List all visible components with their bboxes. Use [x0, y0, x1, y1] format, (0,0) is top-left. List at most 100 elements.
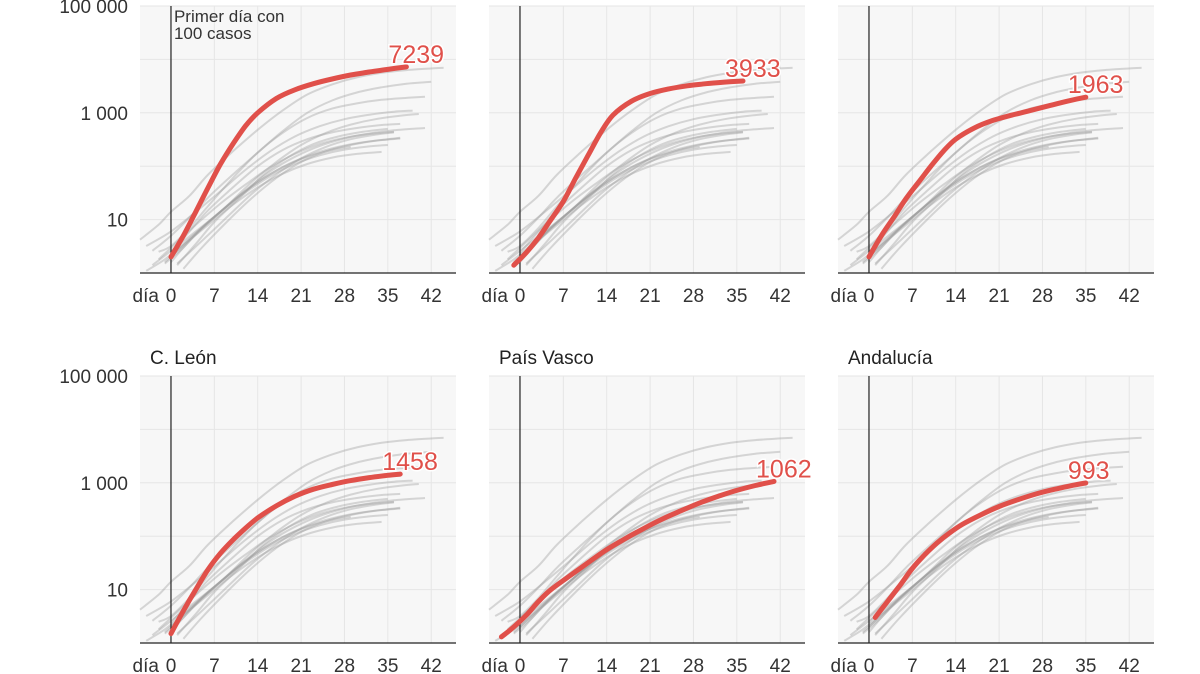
annotation-first-day: Primer día con 100 casos: [174, 7, 285, 43]
panel-3: 1963 0 7 14 21 28 35 42 día: [831, 5, 1154, 307]
panel-title: País Vasco: [499, 348, 594, 369]
background-line-15: [145, 515, 351, 642]
x-tick-label: 7: [558, 286, 569, 307]
background-line-11: [151, 514, 388, 636]
x-tick-label: 14: [247, 656, 269, 674]
x-tick-label: 14: [247, 286, 269, 307]
background-line-7: [525, 127, 737, 266]
background-line-4: [494, 109, 762, 247]
panel-2: 3933 0 7 14 21 28 35 42 día: [482, 5, 805, 307]
panel-6: 993 0 7 14 21 28 35 42 día Andalucía: [831, 348, 1154, 674]
end-value-label: 3933: [725, 55, 781, 83]
y-tick-label: 1 000: [80, 474, 128, 495]
x-tick-label: 0: [166, 656, 177, 674]
x-tick-label: 42: [770, 286, 791, 307]
end-value-label: 1062: [756, 455, 812, 483]
panel-1: 7239 0 7 14 21 28 35 42 día 10 1 000 100 000 Primer …: [59, 0, 456, 307]
x-tick-prefix: día: [831, 656, 858, 674]
y-tick-label: 1 000: [80, 104, 128, 125]
background-line-10: [880, 137, 1099, 270]
background-line-14: [176, 131, 395, 265]
panel-background: [140, 6, 456, 273]
x-tick-label: 14: [945, 286, 967, 307]
background-line-2: [500, 450, 781, 622]
background-line-12: [862, 150, 1080, 263]
background-line-13: [868, 127, 1124, 258]
background-line-5: [513, 113, 768, 265]
background-line-10: [182, 137, 401, 270]
x-tick-label: 35: [1075, 286, 1096, 307]
background-series: [837, 66, 1142, 272]
background-line-13: [868, 497, 1124, 628]
background-line-10: [880, 507, 1099, 640]
background-line-6: [868, 122, 1099, 254]
highlight-line: [168, 471, 403, 637]
panel-5: 1062 0 7 14 21 28 35 42 día País Vasco: [482, 348, 814, 674]
background-line-3: [507, 95, 775, 253]
background-series: [488, 66, 793, 272]
x-tick-label: 21: [291, 656, 312, 674]
highlight-line: [511, 78, 746, 268]
background-line-10: [531, 137, 750, 270]
x-tick-label: 21: [989, 286, 1010, 307]
x-tick-label: 42: [1119, 286, 1140, 307]
background-line-11: [500, 514, 737, 636]
background-line-5: [862, 483, 1117, 635]
x-tick-label: 0: [515, 286, 526, 307]
x-tick-label: 28: [1032, 286, 1053, 307]
background-line-9: [519, 136, 750, 263]
background-line-14: [525, 501, 744, 635]
y-tick-label: 100 000: [59, 0, 128, 18]
x-tick-label: 42: [421, 656, 442, 674]
x-tick-label: 42: [421, 286, 442, 307]
background-line-4: [494, 479, 762, 617]
background-line-14: [176, 501, 395, 635]
background-line-5: [164, 113, 419, 265]
background-line-9: [170, 506, 401, 633]
background-line-13: [170, 127, 426, 258]
background-line-15: [494, 515, 700, 642]
background-line-5: [164, 483, 419, 635]
x-tick-label: 0: [515, 656, 526, 674]
x-tick-label: 28: [1032, 656, 1053, 674]
x-tick-label: 7: [558, 656, 569, 674]
x-tick-label: 42: [770, 656, 791, 674]
x-tick-label: 7: [907, 286, 918, 307]
background-line-7: [874, 497, 1086, 636]
background-line-1: [139, 436, 444, 611]
x-tick-prefix: día: [133, 286, 160, 307]
background-series: [488, 436, 793, 642]
background-line-4: [843, 109, 1111, 247]
background-line-11: [849, 514, 1086, 636]
x-tick-label: 35: [726, 656, 747, 674]
x-tick-label: 14: [596, 656, 618, 674]
x-tick-label: 21: [640, 656, 661, 674]
x-tick-label: 7: [209, 656, 220, 674]
background-line-2: [849, 450, 1130, 622]
background-line-12: [513, 150, 731, 263]
end-value-label: 993: [1068, 457, 1110, 485]
background-line-1: [837, 436, 1142, 611]
x-tick-label: 0: [166, 286, 177, 307]
end-value-label: 7239: [388, 41, 444, 69]
background-line-1: [837, 66, 1142, 241]
panel-background: [489, 6, 805, 273]
x-tick-label: 14: [945, 656, 967, 674]
background-line-14: [525, 131, 744, 265]
background-line-10: [531, 507, 750, 640]
background-line-1: [488, 436, 793, 611]
x-tick-label: 28: [334, 656, 355, 674]
background-line-11: [151, 144, 388, 266]
background-line-15: [843, 515, 1049, 642]
x-tick-prefix: día: [133, 656, 160, 674]
background-line-12: [862, 520, 1080, 633]
panel-4: 1458 0 7 14 21 28 35 42 día 10 1 000 100 000 C. León: [59, 348, 456, 674]
x-tick-label: 21: [291, 286, 312, 307]
background-line-9: [170, 136, 401, 263]
end-value-label: 1458: [382, 448, 438, 476]
background-line-8: [157, 130, 395, 261]
x-tick-prefix: día: [482, 656, 509, 674]
background-line-5: [513, 483, 768, 635]
x-tick-label: 28: [683, 286, 704, 307]
